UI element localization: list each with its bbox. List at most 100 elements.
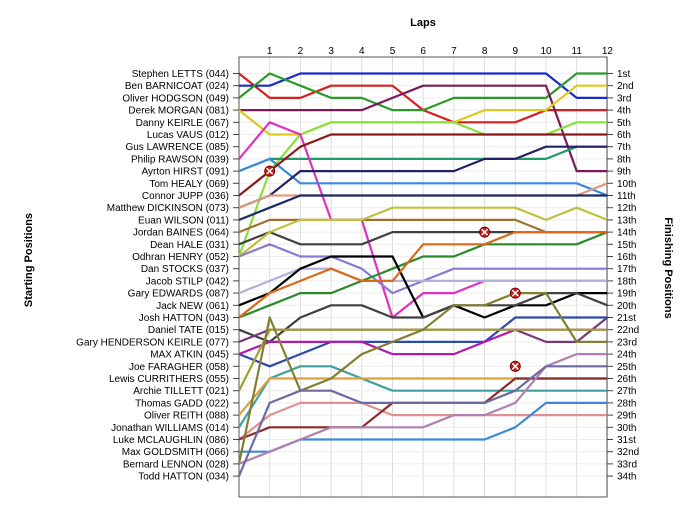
finishing-position-label: 9th — [617, 167, 631, 178]
lap-tick-label: 5 — [390, 46, 396, 57]
starting-position-labels: Stephen LETTS (044)Ben BARNICOAT (024)Ol… — [76, 69, 229, 483]
finishing-position-label: 12th — [617, 203, 636, 214]
driver-series-line — [238, 72, 608, 112]
starting-position-label: Gary EDWARDS (087) — [128, 289, 229, 300]
starting-position-label: Stephen LETTS (044) — [132, 69, 229, 80]
driver-series-line — [238, 401, 608, 441]
starting-position-label: Luke MCLAUGHLIN (086) — [113, 435, 229, 446]
finishing-position-label: 34th — [617, 472, 636, 483]
lap-tick-label: 12 — [602, 46, 614, 57]
lap-tick-label: 3 — [328, 46, 334, 57]
starting-position-label: Matthew DICKINSON (073) — [107, 203, 229, 214]
marker-layer — [264, 165, 521, 372]
finishing-position-label: 3rd — [617, 93, 631, 104]
incident-marker — [264, 165, 276, 177]
finishing-position-label: 26th — [617, 374, 636, 385]
finishing-position-label: 16th — [617, 252, 636, 263]
starting-position-label: Joe FARAGHER (058) — [129, 362, 229, 373]
lap-tick-label: 8 — [482, 46, 488, 57]
starting-position-label: Archie TILLETT (021) — [133, 386, 229, 397]
finishing-position-label: 6th — [617, 130, 631, 141]
driver-series-line — [238, 206, 608, 258]
starting-position-label: Jonathan WILLIAMS (014) — [111, 423, 229, 434]
finishing-position-label: 14th — [617, 228, 636, 239]
y-right-axis-title: Finishing Positions — [662, 217, 674, 318]
lap-tick-label: 2 — [298, 46, 304, 57]
starting-position-label: Philip RAWSON (039) — [131, 154, 229, 165]
lap-tick-label: 1 — [267, 46, 273, 57]
plot-frame — [238, 56, 608, 498]
driver-series-line — [238, 145, 608, 209]
starting-position-label: Thomas GADD (022) — [135, 398, 229, 409]
finishing-position-label: 19th — [617, 289, 636, 300]
driver-series-line — [238, 231, 608, 319]
starting-position-label: Josh HATTON (043) — [139, 313, 229, 324]
finishing-position-label: 10th — [617, 179, 636, 190]
driver-series-line — [238, 365, 608, 428]
finishing-position-labels: 1st2nd3rd4th5th6th7th8th9th10th11th12th1… — [617, 69, 639, 483]
finishing-position-label: 21st — [617, 313, 636, 324]
starting-position-label: Oliver HODGSON (049) — [122, 93, 229, 104]
driver-series-line — [238, 194, 608, 221]
starting-position-label: Ben BARNICOAT (024) — [125, 81, 229, 92]
starting-position-label: Danny KEIRLE (067) — [136, 118, 229, 129]
lap-tick-labels: 1 2 3 4 5 6 7 8 9 10 11 12 — [267, 46, 613, 57]
starting-position-label: Connor JUPP (036) — [142, 191, 229, 202]
finishing-position-label: 33rd — [617, 459, 637, 470]
driver-series-line — [238, 316, 608, 368]
series-layer — [233, 72, 613, 477]
x-axis-title: Laps — [410, 17, 436, 29]
starting-position-label: Euan WILSON (011) — [138, 215, 229, 226]
finishing-position-label: 17th — [617, 264, 636, 275]
starting-position-label: Bernard LENNON (028) — [123, 459, 229, 470]
starting-position-label: Jordan BAINES (064) — [133, 228, 229, 239]
starting-position-label: Gary HENDERSON KEIRLE (077) — [76, 337, 229, 348]
incident-marker-cross — [511, 362, 519, 370]
starting-position-label: Max GOLDSMITH (066) — [122, 447, 229, 458]
incident-marker — [509, 287, 521, 299]
incident-marker — [479, 226, 491, 238]
incident-marker-cross — [266, 167, 274, 175]
lap-tick-label: 11 — [572, 46, 583, 57]
finishing-position-label: 23rd — [617, 337, 637, 348]
incident-marker-cross — [511, 289, 519, 297]
finishing-position-label: 5th — [617, 118, 631, 129]
driver-series-line — [238, 145, 608, 173]
finishing-position-label: 25th — [617, 362, 636, 373]
finishing-position-label: 22nd — [617, 325, 639, 336]
starting-position-label: Jacob STILP (042) — [146, 276, 229, 287]
driver-series-line — [238, 231, 608, 319]
finishing-position-label: 31st — [617, 435, 636, 446]
incident-marker-cross — [481, 228, 489, 236]
finishing-position-label: 13th — [617, 215, 636, 226]
driver-series-line — [237, 365, 608, 477]
finishing-position-label: 32nd — [617, 447, 639, 458]
finishing-position-label: 20th — [617, 301, 636, 312]
lap-tick-label: 4 — [359, 46, 365, 57]
y-left-axis-title: Starting Positions — [23, 213, 35, 307]
finishing-position-label: 2nd — [617, 81, 634, 92]
lap-tick-label: 10 — [540, 46, 552, 57]
finishing-position-label: 27th — [617, 386, 636, 397]
finishing-position-label: 4th — [617, 106, 631, 117]
finishing-position-label: 7th — [617, 142, 631, 153]
lap-tick-label: 9 — [513, 46, 519, 57]
driver-series-line — [238, 133, 608, 197]
finishing-position-label: 15th — [617, 240, 636, 251]
starting-position-label: Ayrton HIRST (091) — [142, 167, 229, 178]
finishing-position-label: 11th — [617, 191, 636, 202]
starting-position-label: Todd HATTON (034) — [138, 472, 229, 483]
lap-tick-label: 6 — [420, 46, 426, 57]
driver-series-line — [239, 72, 608, 100]
finishing-position-label: 30th — [617, 423, 636, 434]
starting-position-label: Oliver REITH (088) — [144, 411, 229, 422]
finishing-position-label: 18th — [617, 276, 636, 287]
starting-position-label: Lucas VAUS (012) — [147, 130, 229, 141]
starting-position-label: Derek MORGAN (081) — [128, 106, 229, 117]
driver-series-line — [239, 84, 608, 173]
starting-position-label: Dan STOCKS (037) — [141, 264, 229, 275]
starting-position-label: Daniel TATE (015) — [148, 325, 229, 336]
driver-series-line — [238, 157, 608, 197]
